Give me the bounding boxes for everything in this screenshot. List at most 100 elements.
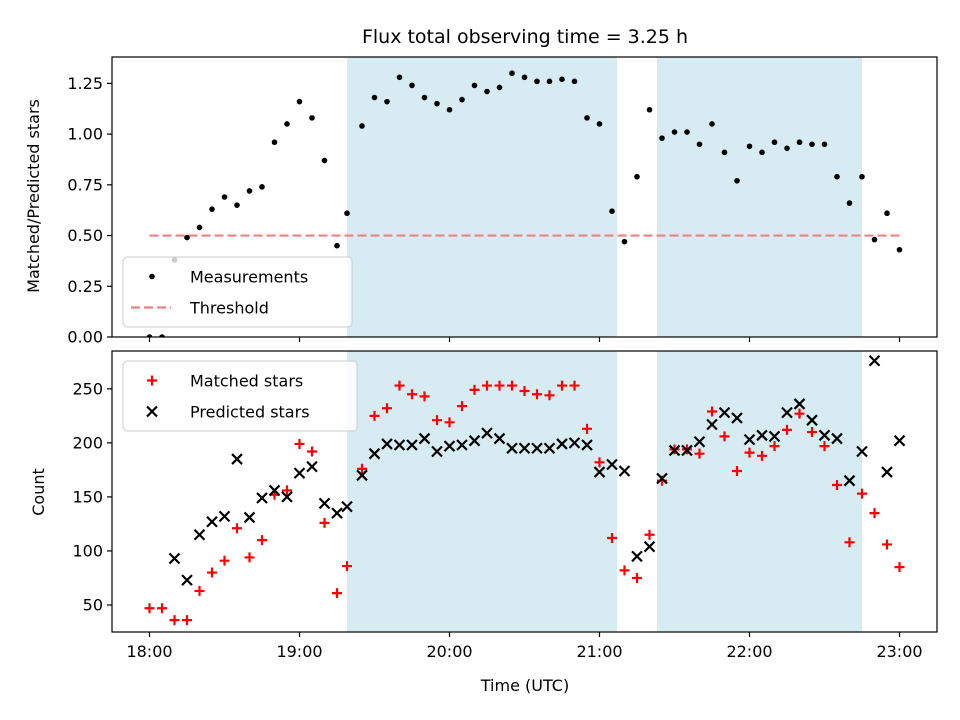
y-tick-label: 0.75 xyxy=(67,175,103,194)
data-point xyxy=(482,380,492,391)
data-point xyxy=(869,508,880,519)
data-point xyxy=(843,474,856,487)
data-point xyxy=(419,391,430,402)
data-point xyxy=(309,115,315,121)
data-point xyxy=(618,465,631,477)
data-point xyxy=(746,143,753,150)
data-point xyxy=(307,446,317,457)
data-point xyxy=(396,74,403,81)
data-point xyxy=(818,429,831,442)
data-point xyxy=(893,434,906,447)
data-point xyxy=(559,76,565,83)
data-point xyxy=(194,585,205,596)
data-point xyxy=(782,424,792,435)
data-point xyxy=(418,432,431,445)
data-point xyxy=(593,466,606,478)
data-point xyxy=(359,123,365,129)
data-point xyxy=(394,380,405,391)
x-axis-label: Time (UTC) xyxy=(480,676,569,695)
y-tick-label: 0.50 xyxy=(67,226,103,245)
data-point xyxy=(881,466,893,478)
data-point xyxy=(331,507,343,519)
axes-frame xyxy=(111,56,938,338)
data-point xyxy=(334,242,340,249)
data-point xyxy=(721,149,728,156)
data-point xyxy=(196,224,203,231)
shaded-interval xyxy=(347,57,617,337)
data-point xyxy=(607,532,617,543)
y-tick-label: 250 xyxy=(72,379,103,398)
data-point xyxy=(507,380,517,391)
y-tick-label: 0.25 xyxy=(67,277,103,296)
bottom-y-axis-label: Count xyxy=(29,468,48,516)
data-point xyxy=(434,100,440,107)
data-point xyxy=(846,200,853,206)
data-point xyxy=(734,177,740,184)
shaded-interval xyxy=(657,57,862,337)
data-point xyxy=(707,406,717,417)
data-point xyxy=(521,74,528,81)
data-point xyxy=(332,588,342,599)
data-point xyxy=(643,540,656,553)
data-point xyxy=(206,515,218,528)
data-point xyxy=(671,129,678,135)
y-tick-label: 1.00 xyxy=(67,125,103,144)
data-point xyxy=(868,354,881,367)
data-point xyxy=(857,488,867,499)
data-point xyxy=(221,194,228,200)
data-point xyxy=(531,442,543,455)
data-point xyxy=(506,442,518,455)
data-point xyxy=(294,438,305,449)
data-point xyxy=(807,427,817,438)
data-point xyxy=(157,603,167,614)
data-point xyxy=(632,572,642,583)
legend-label: Matched stars xyxy=(190,372,303,391)
data-point xyxy=(268,484,281,497)
data-point xyxy=(342,561,352,572)
data-point xyxy=(381,438,393,450)
data-point xyxy=(468,434,481,447)
data-point xyxy=(457,401,467,412)
data-point xyxy=(544,390,555,401)
data-point xyxy=(384,98,390,105)
data-point xyxy=(646,106,653,113)
x-tick-label: 18:00 xyxy=(126,642,172,661)
data-point xyxy=(344,210,350,217)
data-point xyxy=(207,567,217,578)
data-point xyxy=(718,406,731,419)
data-point xyxy=(759,149,765,156)
data-point xyxy=(794,408,805,419)
data-point xyxy=(621,238,628,245)
bottom-panel: 50 100 150 200 250 18:00 19:00 20:00 21:00 22:00 2… xyxy=(72,350,938,661)
series-group xyxy=(146,70,903,337)
data-point xyxy=(834,173,840,180)
data-point xyxy=(534,78,540,85)
data-point xyxy=(793,398,806,410)
top-panel: 0.00 0.25 0.50 0.75 1.00 1.25 Measurements Thre… xyxy=(67,56,938,347)
data-point xyxy=(382,403,392,414)
data-point xyxy=(884,210,890,217)
data-point xyxy=(244,552,255,563)
data-point xyxy=(519,385,530,396)
data-point xyxy=(882,539,892,550)
data-point xyxy=(321,157,328,164)
data-point xyxy=(756,429,768,442)
data-point xyxy=(259,184,265,190)
x-tick-label: 20:00 xyxy=(426,642,472,661)
data-point xyxy=(209,206,215,212)
data-point xyxy=(168,552,181,565)
data-point xyxy=(609,208,615,215)
legend-box xyxy=(122,256,353,328)
data-point xyxy=(369,410,380,421)
data-point xyxy=(821,141,828,148)
data-point xyxy=(471,82,478,89)
data-point xyxy=(243,511,256,524)
data-point xyxy=(668,444,681,457)
data-point xyxy=(844,537,855,548)
data-point xyxy=(731,412,743,424)
data-point xyxy=(181,574,193,586)
data-point xyxy=(732,465,742,476)
data-point xyxy=(159,334,165,337)
top-y-axis-label: Matched/Predicted stars xyxy=(24,99,43,293)
